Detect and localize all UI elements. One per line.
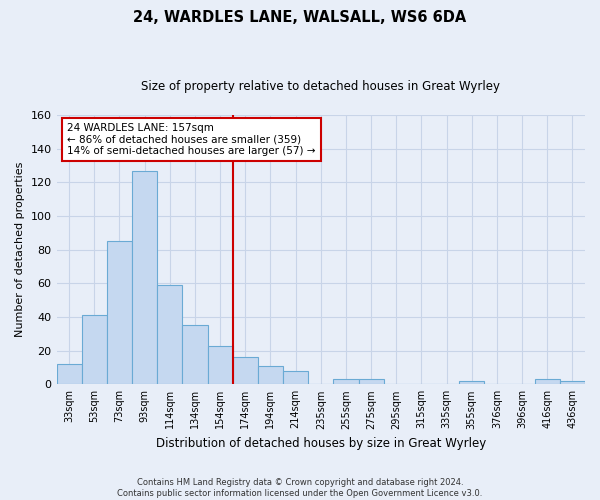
Bar	[182, 326, 208, 384]
Bar	[334, 380, 359, 384]
Text: 24, WARDLES LANE, WALSALL, WS6 6DA: 24, WARDLES LANE, WALSALL, WS6 6DA	[133, 10, 467, 25]
Text: 24 WARDLES LANE: 157sqm
← 86% of detached houses are smaller (359)
14% of semi-d: 24 WARDLES LANE: 157sqm ← 86% of detache…	[67, 123, 316, 156]
Bar	[560, 381, 585, 384]
Bar	[233, 358, 258, 384]
Bar	[283, 371, 308, 384]
X-axis label: Distribution of detached houses by size in Great Wyrley: Distribution of detached houses by size …	[155, 437, 486, 450]
Bar	[107, 241, 132, 384]
Bar	[359, 380, 383, 384]
Bar	[208, 346, 233, 385]
Bar	[132, 170, 157, 384]
Bar	[56, 364, 82, 384]
Bar	[535, 380, 560, 384]
Title: Size of property relative to detached houses in Great Wyrley: Size of property relative to detached ho…	[141, 80, 500, 93]
Bar	[459, 381, 484, 384]
Bar	[157, 285, 182, 384]
Text: Contains HM Land Registry data © Crown copyright and database right 2024.
Contai: Contains HM Land Registry data © Crown c…	[118, 478, 482, 498]
Y-axis label: Number of detached properties: Number of detached properties	[15, 162, 25, 338]
Bar	[82, 316, 107, 384]
Bar	[258, 366, 283, 384]
